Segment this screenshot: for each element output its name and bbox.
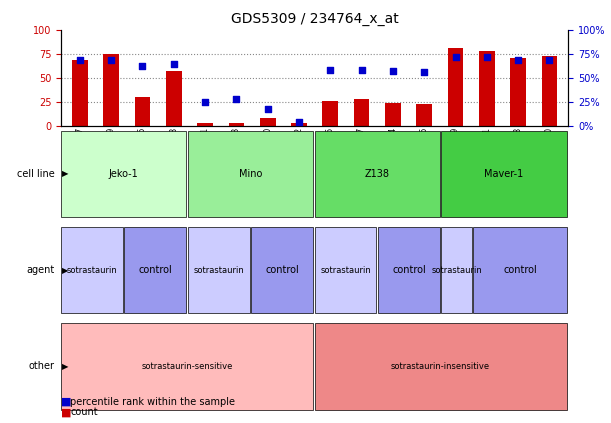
Bar xyxy=(166,71,181,126)
FancyBboxPatch shape xyxy=(188,227,250,313)
Point xyxy=(482,53,492,60)
Point xyxy=(106,57,116,64)
Point xyxy=(137,63,147,69)
Text: sotrastaurin: sotrastaurin xyxy=(194,266,244,275)
Text: Jeko-1: Jeko-1 xyxy=(109,169,139,179)
Bar xyxy=(103,54,119,126)
FancyBboxPatch shape xyxy=(61,323,313,410)
Text: control: control xyxy=(265,265,299,275)
FancyBboxPatch shape xyxy=(441,227,472,313)
FancyBboxPatch shape xyxy=(315,131,440,217)
Bar xyxy=(134,97,150,126)
Point xyxy=(419,69,429,75)
Text: cell line: cell line xyxy=(17,169,55,179)
Text: Z138: Z138 xyxy=(365,169,390,179)
Point xyxy=(294,118,304,125)
Text: Mino: Mino xyxy=(239,169,262,179)
Bar xyxy=(72,60,88,126)
Point xyxy=(357,67,367,74)
Text: sotrastaurin-sensitive: sotrastaurin-sensitive xyxy=(141,362,233,371)
Bar xyxy=(541,55,557,126)
FancyBboxPatch shape xyxy=(315,227,376,313)
FancyBboxPatch shape xyxy=(61,227,123,313)
Point xyxy=(200,99,210,105)
Text: agent: agent xyxy=(27,265,55,275)
Text: Maver-1: Maver-1 xyxy=(485,169,524,179)
Bar xyxy=(354,99,370,126)
FancyBboxPatch shape xyxy=(315,323,566,410)
Point xyxy=(263,105,273,112)
Point xyxy=(326,67,335,74)
Bar xyxy=(417,104,432,126)
Bar xyxy=(197,123,213,126)
Bar xyxy=(448,48,463,126)
Bar xyxy=(479,51,495,126)
Text: GDS5309 / 234764_x_at: GDS5309 / 234764_x_at xyxy=(231,12,398,26)
Point xyxy=(451,53,461,60)
Text: sotrastaurin: sotrastaurin xyxy=(431,266,482,275)
Point xyxy=(513,57,523,64)
Bar xyxy=(229,123,244,126)
Bar xyxy=(323,101,338,126)
FancyBboxPatch shape xyxy=(378,227,440,313)
Text: sotrastaurin: sotrastaurin xyxy=(320,266,371,275)
Point xyxy=(544,57,554,64)
Point xyxy=(388,68,398,74)
Text: ▶: ▶ xyxy=(62,170,69,179)
FancyBboxPatch shape xyxy=(473,227,566,313)
Text: count: count xyxy=(70,407,98,418)
Bar xyxy=(291,123,307,126)
Bar xyxy=(385,103,401,126)
Text: percentile rank within the sample: percentile rank within the sample xyxy=(70,397,235,407)
FancyBboxPatch shape xyxy=(125,227,186,313)
Text: ▶: ▶ xyxy=(62,266,69,275)
Text: sotrastaurin: sotrastaurin xyxy=(67,266,117,275)
Text: sotrastaurin-insensitive: sotrastaurin-insensitive xyxy=(391,362,490,371)
FancyBboxPatch shape xyxy=(251,227,313,313)
Text: control: control xyxy=(139,265,172,275)
Text: ■: ■ xyxy=(61,407,71,418)
Text: ▶: ▶ xyxy=(62,362,69,371)
Text: control: control xyxy=(392,265,426,275)
Bar xyxy=(510,58,526,126)
Text: control: control xyxy=(503,265,537,275)
Point xyxy=(169,61,178,68)
Point xyxy=(75,57,85,64)
Point xyxy=(232,96,241,102)
Text: other: other xyxy=(29,361,55,371)
FancyBboxPatch shape xyxy=(188,131,313,217)
FancyBboxPatch shape xyxy=(441,131,566,217)
Bar xyxy=(260,118,276,126)
Text: ■: ■ xyxy=(61,397,71,407)
FancyBboxPatch shape xyxy=(61,131,186,217)
